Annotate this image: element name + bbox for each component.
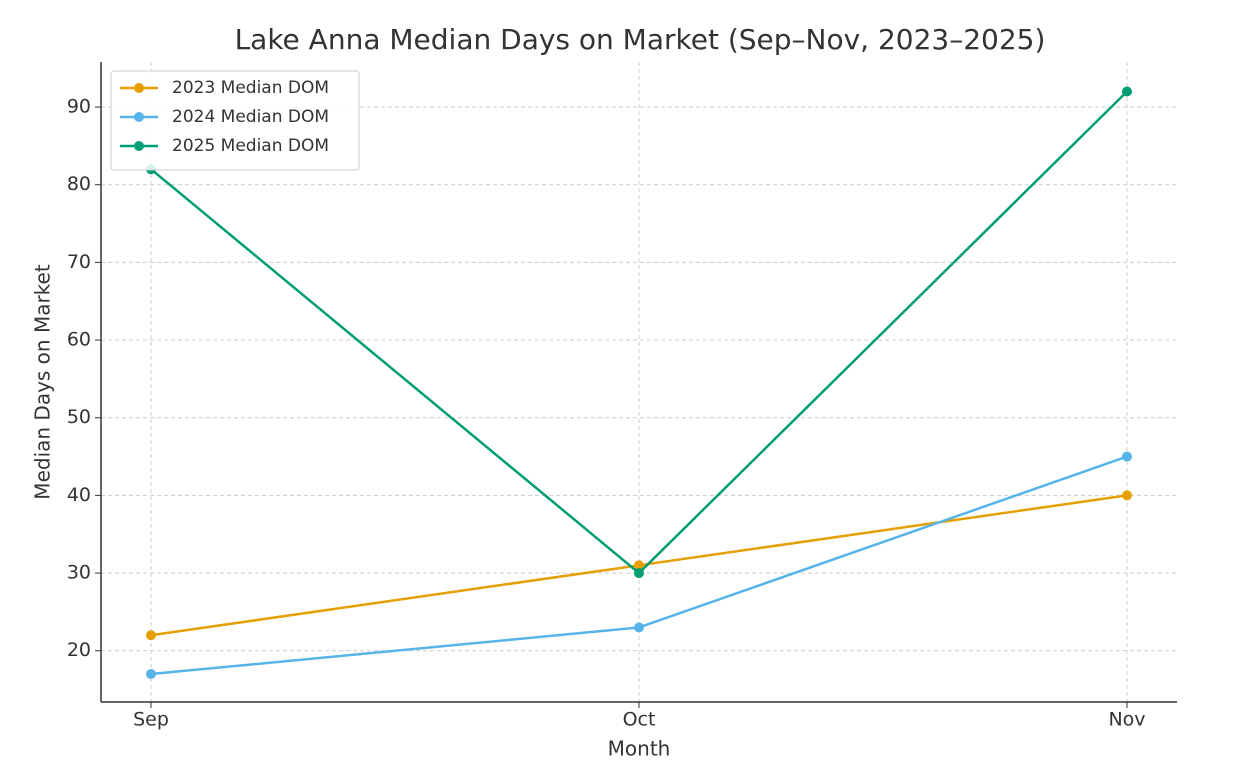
chart-title: Lake Anna Median Days on Market (Sep–Nov… <box>235 23 1046 56</box>
data-point <box>146 669 156 680</box>
legend-box <box>110 70 360 171</box>
data-point <box>634 622 644 633</box>
legend-label: 2023 Median DOM <box>172 78 329 98</box>
x-tick-label: Sep <box>133 709 169 731</box>
legend-label: 2024 Median DOM <box>172 107 329 127</box>
data-point <box>1122 451 1132 462</box>
legend-marker <box>134 141 144 151</box>
legend-marker <box>134 83 144 93</box>
y-tick-label: 20 <box>67 639 91 661</box>
y-tick-label: 50 <box>67 406 91 428</box>
data-point <box>634 560 644 571</box>
x-tick-label: Nov <box>1108 709 1145 731</box>
data-point <box>146 630 156 641</box>
y-axis-label: Median Days on Market <box>31 264 55 500</box>
y-tick-label: 80 <box>67 173 91 195</box>
legend-label: 2025 Median DOM <box>172 136 329 156</box>
data-point <box>1122 86 1132 97</box>
legend-marker <box>134 112 144 122</box>
y-tick-label: 90 <box>67 96 91 118</box>
x-tick-label: Oct <box>623 709 656 731</box>
data-point <box>1122 490 1132 501</box>
y-tick-label: 70 <box>67 251 91 273</box>
x-axis-label: Month <box>608 737 671 761</box>
y-tick-label: 60 <box>67 329 91 351</box>
y-tick-label: 30 <box>67 562 91 584</box>
data-point <box>634 568 644 579</box>
y-tick-label: 40 <box>67 484 91 506</box>
